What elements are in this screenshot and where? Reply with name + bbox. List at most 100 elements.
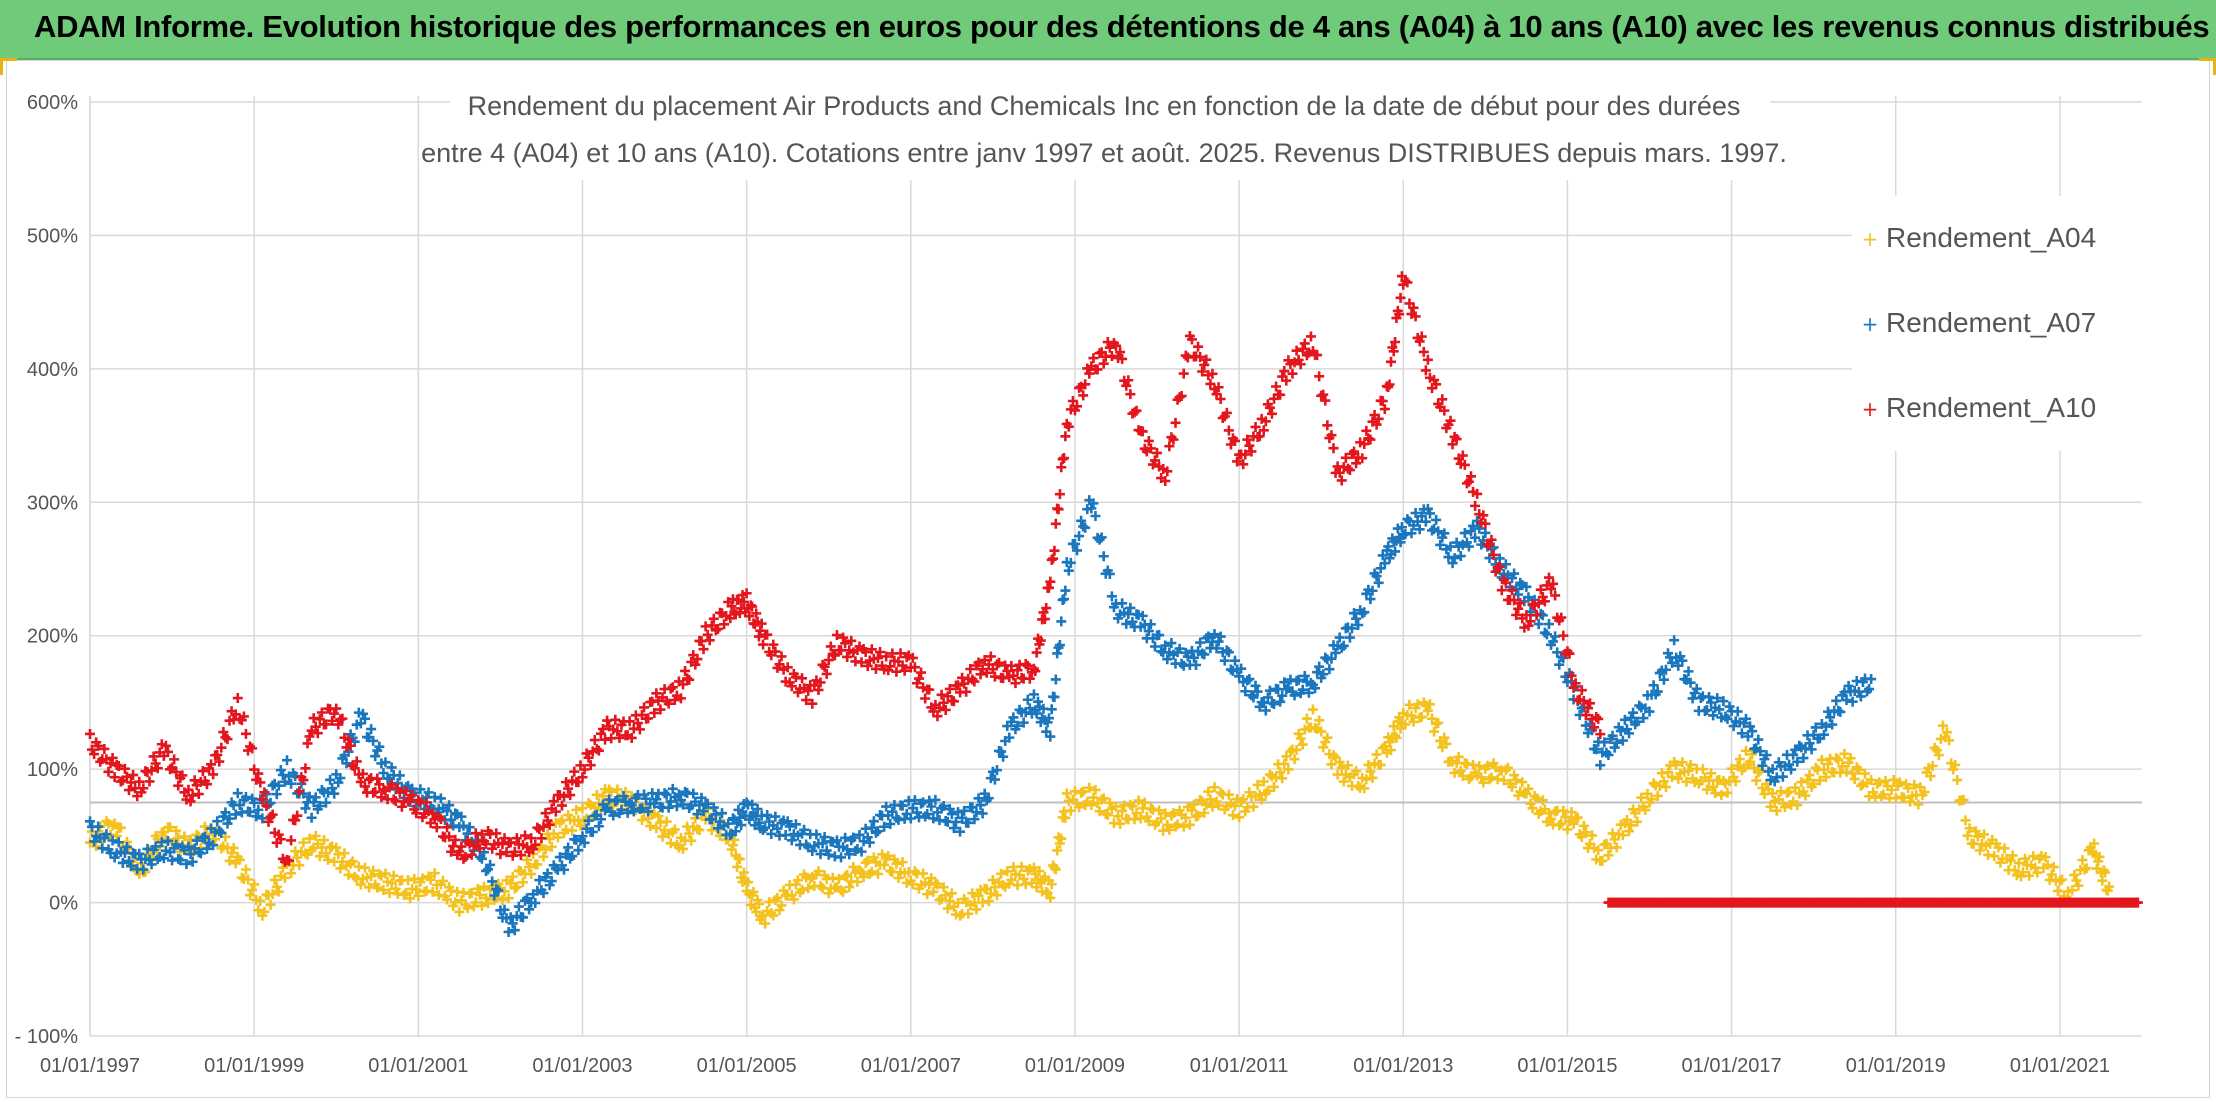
a07-point bbox=[1022, 694, 1033, 705]
a07-point bbox=[146, 859, 157, 870]
a07-point bbox=[1626, 712, 1637, 723]
a10-point bbox=[85, 728, 95, 739]
a04-point bbox=[1874, 777, 1885, 788]
a10-point bbox=[255, 777, 266, 788]
a10-point bbox=[1533, 598, 1544, 609]
a10-point bbox=[1326, 430, 1337, 441]
a04-point bbox=[2013, 858, 2024, 869]
a07-point bbox=[359, 713, 370, 724]
a07-point bbox=[667, 783, 678, 794]
a04-point bbox=[1527, 803, 1538, 814]
a04-point bbox=[366, 871, 377, 882]
a07-point bbox=[435, 793, 446, 804]
a10-point bbox=[916, 667, 927, 678]
chart-title-line-2: entre 4 (A04) et 10 ans (A10). Cotations… bbox=[421, 138, 1787, 168]
a04-point bbox=[1558, 805, 1569, 816]
a07-point bbox=[530, 898, 541, 909]
a10-point bbox=[89, 749, 100, 760]
a07-point bbox=[1433, 526, 1444, 537]
a04-point bbox=[1295, 733, 1306, 744]
a04-point bbox=[1790, 782, 1801, 793]
a07-point bbox=[310, 792, 321, 803]
a07-point bbox=[370, 751, 381, 762]
a07-point bbox=[848, 832, 859, 843]
a07-point bbox=[464, 822, 475, 833]
a07-point bbox=[1732, 706, 1743, 717]
a10-point bbox=[450, 834, 461, 845]
a07-point bbox=[1755, 746, 1766, 757]
x-tick-label: 01/01/2007 bbox=[861, 1055, 961, 1077]
a04-point bbox=[1593, 845, 1604, 856]
a10-point bbox=[1420, 365, 1431, 376]
a07-point bbox=[1712, 693, 1723, 704]
a04-point bbox=[2040, 852, 2051, 863]
legend-background bbox=[1852, 196, 2152, 451]
a04-point bbox=[1367, 772, 1378, 783]
a10-point bbox=[238, 711, 249, 722]
a10-point bbox=[1002, 665, 1013, 676]
a10-point bbox=[144, 776, 155, 787]
a04-point bbox=[1802, 775, 1813, 786]
a04-point bbox=[1673, 773, 1684, 784]
a10-point bbox=[1385, 356, 1396, 367]
a04-point bbox=[1632, 816, 1643, 827]
a10-point bbox=[1152, 447, 1163, 458]
a10-point bbox=[1408, 302, 1419, 313]
a04-point bbox=[751, 906, 762, 917]
a07-point bbox=[1252, 686, 1263, 697]
y-tick-label: - 100% bbox=[15, 1026, 79, 1048]
a04-point bbox=[249, 879, 260, 890]
a07-point bbox=[1820, 721, 1831, 732]
a04-point bbox=[1318, 742, 1329, 753]
a07-point bbox=[286, 778, 297, 789]
a07-point bbox=[1722, 713, 1733, 724]
a07-point bbox=[1024, 703, 1035, 714]
a10-point bbox=[1176, 390, 1187, 401]
a04-point bbox=[879, 859, 890, 870]
a04-point bbox=[425, 874, 436, 885]
a04-point bbox=[1131, 808, 1142, 819]
a07-point bbox=[1269, 699, 1279, 710]
a10-point bbox=[741, 588, 752, 599]
a10-point bbox=[1056, 462, 1067, 473]
a07-point bbox=[1063, 565, 1074, 576]
a07-point bbox=[485, 859, 496, 870]
a10-point bbox=[401, 785, 412, 796]
a07-point bbox=[1480, 527, 1491, 538]
a04-point bbox=[1578, 820, 1589, 831]
a04-point bbox=[240, 864, 251, 875]
a04-point bbox=[320, 848, 331, 859]
a07-point bbox=[864, 837, 875, 848]
a07-point bbox=[1160, 640, 1171, 651]
a04-point bbox=[665, 838, 676, 849]
a10-point bbox=[511, 833, 522, 844]
a10-point bbox=[259, 787, 270, 798]
a07-point bbox=[1176, 658, 1187, 669]
a07-point bbox=[524, 904, 535, 915]
a07-point bbox=[185, 849, 196, 860]
frame-corner-top-right bbox=[2199, 58, 2216, 75]
a07-point bbox=[1847, 696, 1858, 707]
a04-point bbox=[1792, 800, 1803, 811]
a10-point bbox=[1279, 366, 1290, 377]
a10-point bbox=[460, 851, 471, 862]
a04-point bbox=[2007, 850, 2018, 861]
a07-point bbox=[1162, 654, 1173, 665]
a10-point bbox=[1050, 518, 1061, 529]
a04-point bbox=[1841, 766, 1852, 777]
a10-point bbox=[899, 665, 910, 676]
a04-point bbox=[503, 893, 514, 904]
a07-point bbox=[175, 855, 186, 866]
a10-point bbox=[1402, 277, 1413, 288]
a07-point bbox=[1326, 653, 1337, 664]
a10-point bbox=[359, 781, 370, 792]
a04-point bbox=[405, 893, 416, 904]
a04-point bbox=[942, 903, 953, 914]
a07-point bbox=[1804, 738, 1815, 749]
a04-point bbox=[694, 825, 705, 836]
a10-point bbox=[1143, 435, 1154, 446]
a04-point bbox=[1084, 782, 1095, 793]
a04-point bbox=[2056, 874, 2067, 885]
a07-point bbox=[1289, 690, 1300, 701]
a10-point bbox=[1437, 394, 1448, 405]
